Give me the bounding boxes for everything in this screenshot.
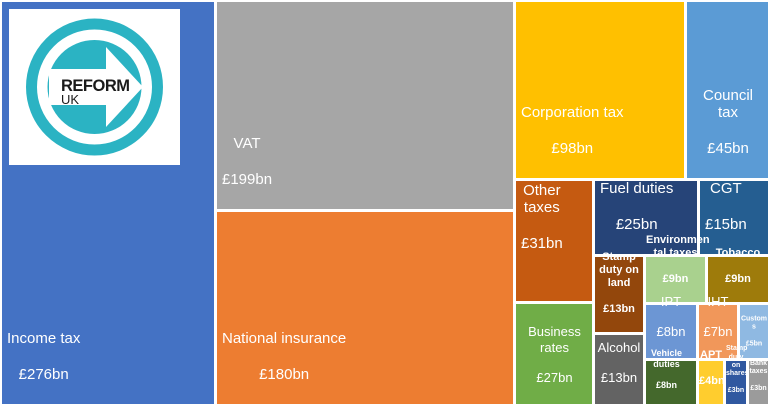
cell-label: Fuel duties £25bn (595, 163, 677, 254)
cell-label: Environmen tal taxes £9bn (646, 221, 710, 302)
cell-label: VAT £199bn (217, 118, 276, 209)
cell-label: Vehicle duties £8bn (646, 337, 686, 404)
cell-label: APT £4bn (699, 336, 725, 404)
cell-name: Vehicle duties (651, 347, 683, 369)
cell-name: National insurance (222, 330, 347, 348)
cell-label: Stamp duty on shares £3bn (726, 337, 749, 404)
cell-value: £9bn (662, 273, 689, 286)
cell-value: £98bn (551, 139, 594, 157)
cell-name: APT (700, 349, 722, 362)
cell-apt: APT £4bn (699, 349, 725, 404)
cell-value: £3bn (727, 386, 745, 394)
cell-ipt: IPT £8bn (646, 294, 696, 358)
cell-name: Fuel duties (600, 180, 674, 198)
cell-other-taxes: Other taxes £31bn (516, 181, 592, 301)
cell-vat: VAT £199bn (217, 2, 513, 209)
cell-national-insurance: National insurance £180bn (217, 212, 513, 404)
cell-label: Tobacco £9bn (708, 234, 768, 302)
cell-fuel-duties: Fuel duties £25bn (595, 180, 697, 254)
cell-income-tax: Income tax £276bn REFORM UK (2, 2, 214, 404)
reform-uk-logo: REFORM UK (9, 9, 180, 165)
cell-label: IHT £7bn (699, 278, 737, 358)
cell-business-rates: Business rates £27bn (516, 304, 592, 404)
cell-name: IHT (707, 293, 729, 309)
cell-label: Income tax £276bn (2, 313, 84, 404)
cell-label: Council tax £45bn (687, 69, 768, 178)
cell-environmental-taxes: Environmen tal taxes £9bn (646, 234, 710, 302)
cell-label: Other taxes £31bn (516, 164, 567, 273)
cell-value: £7bn (703, 324, 733, 340)
cell-name: Custom s (740, 315, 768, 331)
right-arrow-icon (49, 47, 143, 127)
cell-value: £8bn (656, 324, 686, 340)
cell-label: Alcohol £13bn (595, 324, 643, 404)
cell-value: £27bn (536, 370, 573, 386)
cell-value: £45bn (707, 139, 749, 157)
cell-cgt: CGT £15bn (700, 180, 768, 254)
cell-value: £3bn (750, 384, 767, 392)
cell-name: CGT (710, 180, 742, 198)
cell-iht: IHT £7bn (699, 294, 737, 358)
cell-tobacco: Tobacco £9bn (708, 247, 768, 302)
cell-name: Stamp duty on shares (726, 345, 749, 377)
cell-vehicle-duties: Vehicle duties £8bn (646, 348, 696, 404)
cell-name: Business rates (528, 324, 581, 355)
cell-name: Bank taxes (749, 359, 768, 375)
cell-value: £276bn (18, 365, 69, 383)
cell-label: IPT £8bn (646, 278, 696, 358)
cell-label: Stamp duty on land £13bn (595, 238, 643, 332)
cell-label: Bank taxes £3bn (749, 352, 768, 405)
cell-name: Alcohol (597, 339, 641, 355)
logo-outer-ring (26, 18, 163, 156)
cell-label: CGT £15bn (700, 163, 751, 254)
cell-name: Council tax (702, 86, 754, 122)
logo-text-reform: REFORM (61, 77, 130, 95)
cell-value: £13bn (600, 370, 638, 386)
cell-name: VAT (233, 135, 261, 153)
cell-name: Income tax (7, 330, 81, 348)
reform-uk-logo-graphic: REFORM UK (26, 18, 163, 156)
cell-value: £180bn (259, 365, 310, 383)
cell-value: £199bn (222, 170, 273, 188)
cell-label: Custom s £5bn (740, 307, 768, 357)
cell-alcohol: Alcohol £13bn (595, 335, 643, 404)
cell-value: £15bn (705, 215, 747, 233)
cell-value: £9bn (725, 273, 751, 286)
cell-label: Corporation tax £98bn (516, 87, 628, 178)
logo-text-uk: UK (61, 92, 79, 107)
cell-label: National insurance £180bn (217, 313, 350, 404)
cell-value: £5bn (745, 339, 763, 347)
cell-stamp-duty-on-land: Stamp duty on land £13bn (595, 251, 643, 332)
cell-corporation-tax: Corporation tax £98bn (516, 2, 684, 178)
cell-name: Environmen tal taxes (646, 234, 710, 260)
cell-value: £25bn (615, 215, 658, 233)
cell-customs: Custom s £5bn (740, 305, 768, 358)
cell-value: £13bn (603, 303, 635, 316)
cell-stamp-duty-on-shares: Stamp duty on shares £3bn (726, 345, 749, 404)
cell-value: £8bn (656, 379, 678, 390)
cell-label: Business rates £27bn (516, 309, 592, 404)
cell-name: Tobacco (715, 247, 761, 260)
cell-value: £4bn (699, 375, 725, 388)
cell-name: Corporation tax (521, 104, 624, 122)
cell-name: Stamp duty on land (599, 251, 639, 290)
cell-council-tax: Council tax £45bn (687, 2, 768, 178)
cell-name: Other taxes (523, 181, 561, 217)
cell-bank-taxes: Bank taxes £3bn (749, 360, 768, 404)
cell-name: IPT (660, 293, 682, 309)
cell-value: £31bn (521, 234, 563, 252)
